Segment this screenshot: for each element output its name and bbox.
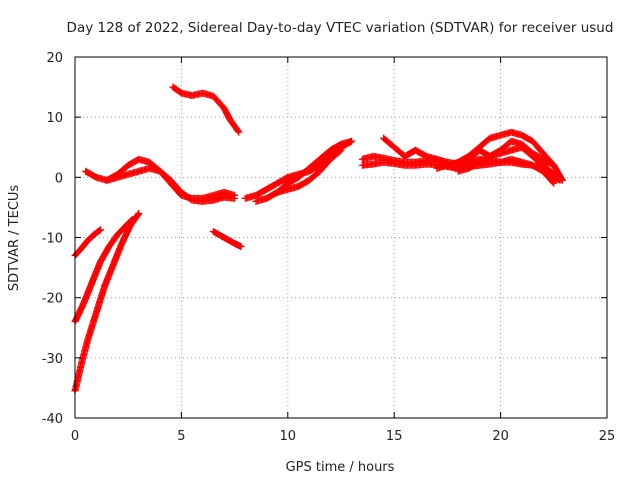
series-markers: [273, 137, 356, 196]
data-series-s5: [103, 164, 239, 205]
y-tick-label: -20: [42, 292, 63, 307]
data-series-s6: [169, 83, 243, 136]
data-series-s15: [358, 155, 558, 187]
y-tick-label: -40: [42, 412, 63, 427]
data-series-s1: [71, 226, 104, 259]
data-series-s13: [433, 128, 566, 184]
x-tick-label: 25: [599, 429, 616, 444]
series-markers: [169, 83, 243, 136]
x-tick-label: 20: [492, 429, 509, 444]
y-tick-label: 10: [46, 111, 63, 126]
series-markers: [71, 226, 104, 259]
x-tick-label: 0: [71, 429, 79, 444]
chart-title: Day 128 of 2022, Sidereal Day-to-day VTE…: [67, 20, 614, 36]
y-tick-label: -30: [42, 352, 63, 367]
x-axis-label: GPS time / hours: [286, 460, 395, 475]
x-tick-label: 10: [280, 429, 297, 444]
series-markers: [82, 155, 239, 202]
grid-layer: [75, 57, 607, 418]
y-axis-label: SDTVAR / TECUs: [7, 185, 22, 292]
series-markers: [103, 164, 239, 205]
series-markers: [358, 155, 558, 187]
data-series-s7: [209, 228, 245, 250]
series-markers: [433, 128, 566, 184]
y-tick-label: 20: [46, 51, 63, 66]
y-tick-label: 0: [55, 171, 63, 186]
data-layer: [71, 83, 566, 395]
y-tick-label: -10: [42, 232, 63, 247]
data-series-s4: [82, 155, 239, 202]
x-tick-label: 5: [177, 429, 185, 444]
x-tick-label: 15: [386, 429, 403, 444]
data-series-s10: [273, 137, 356, 196]
ticks-layer: 0 5 10 15 20 25 -40 -30 -20 -10 0 10 20: [42, 51, 616, 444]
series-markers: [209, 228, 245, 250]
